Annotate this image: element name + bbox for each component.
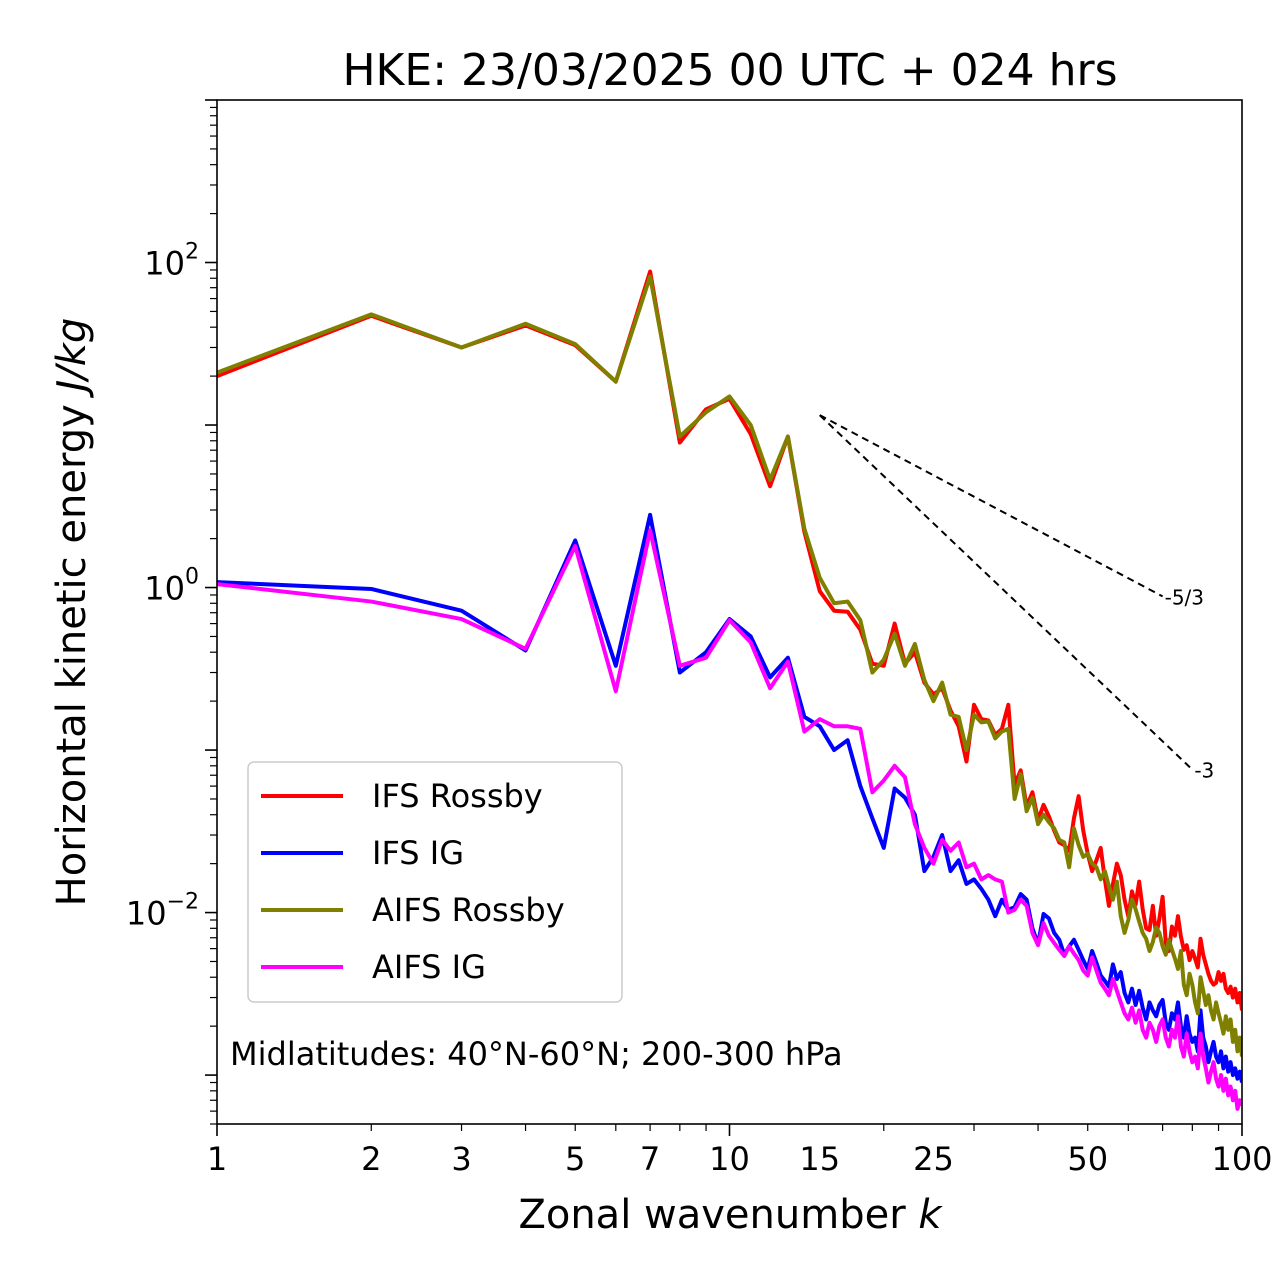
- y-tick-base-1: 10: [144, 570, 185, 608]
- y-tick-exponent-1: 0: [185, 565, 199, 590]
- x-tick-label-1: 1: [207, 1140, 227, 1178]
- legend-label-aifs-ig: AIFS IG: [372, 948, 486, 986]
- series-line-aifs-rossby: [217, 274, 1242, 1057]
- y-axis-label: Horizontal kinetic energy J/kg: [49, 318, 95, 907]
- x-axis-label: Zonal wavenumber k: [518, 1192, 943, 1238]
- x-tick-label-10: 10: [709, 1140, 750, 1178]
- x-tick-label-25: 25: [913, 1140, 954, 1178]
- x-axis-label-text: Zonal wavenumber: [518, 1192, 906, 1238]
- slope-line-2: [819, 414, 1194, 771]
- legend-box: [247, 761, 623, 1003]
- legend-label-ifs-ig: IFS IG: [372, 834, 464, 872]
- legend-label-aifs-rossby: AIFS Rossby: [372, 891, 565, 929]
- x-tick-label-5: 5: [565, 1140, 585, 1178]
- legend-label-ifs-rossby: IFS Rossby: [372, 777, 543, 815]
- legend: IFS Rossby IFS IG AIFS Rossby AIFS IG: [247, 761, 623, 1003]
- y-tick-label-1: 100: [144, 565, 199, 608]
- y-tick-label-0: 102: [144, 240, 199, 283]
- slope-label-2: -3: [1194, 759, 1214, 783]
- y-axis-label-units: J/kg: [49, 318, 95, 399]
- x-tick-label-50: 50: [1067, 1140, 1108, 1178]
- slope-line-1: [819, 414, 1164, 598]
- y-axis-label-text: Horizontal kinetic energy: [49, 404, 95, 906]
- y-tick-base-2: 10: [126, 895, 167, 933]
- x-tick-label-3: 3: [451, 1140, 471, 1178]
- slope-label-1: -5/3: [1165, 585, 1204, 609]
- x-tick-label-100: 100: [1211, 1140, 1272, 1178]
- x-tick-label-15: 15: [799, 1140, 840, 1178]
- chart-title: HKE: 23/03/2025 00 UTC + 024 hrs: [342, 45, 1117, 96]
- series-line-aifs-ig: [217, 528, 1242, 1111]
- y-tick-exponent-2: −2: [167, 890, 199, 915]
- y-tick-base-0: 10: [144, 245, 185, 283]
- y-tick-label-2: 10−2: [126, 890, 199, 933]
- x-tick-label-2: 2: [361, 1140, 381, 1178]
- x-axis-label-var: k: [918, 1192, 943, 1238]
- x-tick-label-7: 7: [640, 1140, 660, 1178]
- region-annotation: Midlatitudes: 40°N-60°N; 200-300 hPa: [230, 1035, 843, 1073]
- series-group: [217, 269, 1242, 1111]
- y-tick-exponent-0: 2: [185, 240, 199, 265]
- legend-items: IFS Rossby IFS IG AIFS Rossby AIFS IG: [261, 777, 565, 986]
